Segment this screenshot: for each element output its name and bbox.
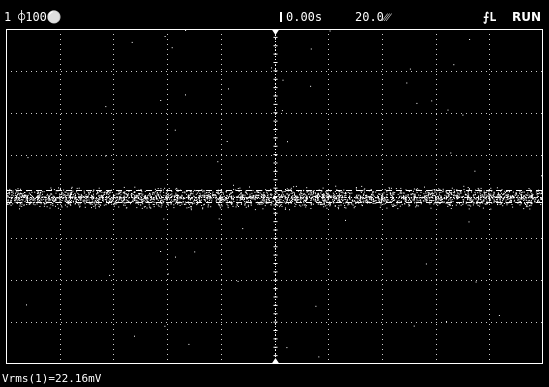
channel-number[interactable]: 1 xyxy=(4,10,12,24)
time-scale[interactable]: 20.0⁄⁄⁄ xyxy=(355,10,390,24)
time-reference-marker-icon xyxy=(280,10,286,24)
trigger-edge-icon[interactable]: ⨍L xyxy=(483,10,497,24)
time-offset[interactable]: 0.00s xyxy=(286,10,323,24)
status-bar: 1 ⌽100⚪ 0.00s 20.0⁄⁄⁄ ⨍L RUN xyxy=(0,0,549,30)
time-marker-bottom-icon xyxy=(271,358,280,364)
graticule xyxy=(6,29,543,364)
time-marker-top-icon xyxy=(271,29,280,35)
measurement-readout: Vrms(1)=22.16mV xyxy=(2,372,102,385)
waveform-display[interactable] xyxy=(6,29,543,364)
run-status[interactable]: RUN xyxy=(512,10,542,24)
waveform-trace xyxy=(6,30,543,358)
channel-scale[interactable]: ⌽100⚪ xyxy=(18,10,62,24)
